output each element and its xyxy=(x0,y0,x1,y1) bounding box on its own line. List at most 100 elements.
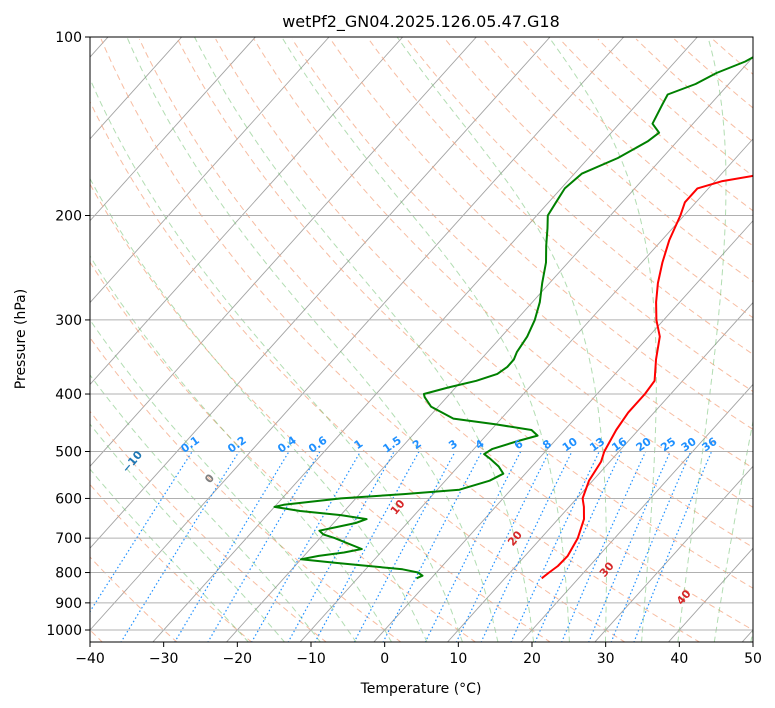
y-tick-label: 300 xyxy=(55,313,82,329)
moist-adiabat-label: 30 xyxy=(597,559,617,579)
dry-adiabat xyxy=(90,336,402,642)
y-tick-label: 400 xyxy=(55,387,82,403)
mixing-ratio-line xyxy=(455,451,550,642)
moist-adiabat xyxy=(90,177,428,642)
x-tick-label: 30 xyxy=(597,651,615,667)
dry-adiabat xyxy=(138,38,753,631)
mixing-ratio-label: 1 xyxy=(352,437,366,452)
isotherm xyxy=(225,56,753,642)
dry-adiabat xyxy=(90,410,327,642)
mixing-ratio-line xyxy=(353,451,456,642)
isotherm xyxy=(667,547,753,642)
dry-adiabat xyxy=(253,38,753,508)
y-tick-label: 1000 xyxy=(46,623,82,639)
moist-adiabat xyxy=(713,419,753,642)
dry-adiabat xyxy=(368,38,753,393)
isotherm xyxy=(90,37,404,386)
dry-adiabat xyxy=(597,38,753,177)
dry-adiabat xyxy=(291,38,753,469)
isotherm xyxy=(90,37,183,140)
pressure-grid xyxy=(90,37,753,631)
y-tick-label: 900 xyxy=(55,596,82,612)
isotherm xyxy=(90,37,256,222)
mixing-ratio-label: 2 xyxy=(410,437,424,452)
x-tick-label: −30 xyxy=(149,651,179,667)
isotherm xyxy=(299,138,753,642)
x-tick-label: −10 xyxy=(296,651,326,667)
mixing-ratio-label: 3 xyxy=(446,437,460,452)
isotherm xyxy=(152,37,698,642)
moist-adiabat xyxy=(90,423,286,642)
mixing-ratio-line xyxy=(287,451,395,642)
x-axis: −40 −30 −20 −10 0 10 20 30 40 50 xyxy=(75,642,762,667)
x-tick-label: 50 xyxy=(744,651,762,667)
x-tick-label: −20 xyxy=(223,651,253,667)
x-tick-label: 0 xyxy=(380,651,389,667)
moist-adiabat xyxy=(90,319,357,642)
moist-adiabat-label: 20 xyxy=(505,528,525,548)
isotherm xyxy=(594,465,753,642)
plot-frame xyxy=(89,36,754,643)
dry-adiabat xyxy=(90,483,253,642)
moist-adiabat xyxy=(194,37,535,642)
mixing-ratio-line xyxy=(314,451,420,642)
y-tick-label: 600 xyxy=(55,491,82,507)
dry-adiabat xyxy=(90,261,477,642)
dry-adiabat xyxy=(406,38,753,355)
mixing-ratio-label: 0.1 xyxy=(178,434,201,456)
moist-adiabat xyxy=(90,255,393,642)
temperature-profile xyxy=(541,174,753,580)
moist-adiabat xyxy=(677,37,727,642)
y-tick-label: 800 xyxy=(55,566,82,582)
dry-adiabat xyxy=(712,38,753,75)
mixing-ratio-label: 1.5 xyxy=(380,434,403,456)
dry-adiabat-label: −10 xyxy=(119,448,145,475)
moist-adiabat xyxy=(126,37,499,642)
y-axis-label: Pressure (hPa) xyxy=(13,289,29,389)
mixing-ratio-line xyxy=(480,451,573,642)
y-tick-label: 500 xyxy=(55,444,82,460)
x-tick-label: 20 xyxy=(523,651,541,667)
dry-adiabat xyxy=(559,38,753,212)
isotherm xyxy=(90,37,625,631)
mixing-ratio-line xyxy=(588,451,671,642)
dry-adiabat xyxy=(329,38,753,430)
profile-series xyxy=(273,56,753,580)
mixing-ratio-line xyxy=(610,451,692,642)
mixing-ratio-label: 0.4 xyxy=(275,434,299,456)
isotherm xyxy=(741,629,753,642)
mixing-ratio-line xyxy=(90,451,193,613)
isotherm xyxy=(520,383,753,642)
y-tick-label: 100 xyxy=(55,30,82,46)
moist-adiabat xyxy=(396,37,607,642)
dry-adiabat xyxy=(444,38,753,319)
x-tick-label: 40 xyxy=(670,651,688,667)
isotherm xyxy=(90,37,330,304)
x-axis-label: Temperature (°C) xyxy=(360,681,482,697)
mixing-ratio-label: 0.6 xyxy=(306,434,330,456)
isotherm xyxy=(90,37,551,549)
moist-adiabat-label: 10 xyxy=(388,497,408,517)
isotherm xyxy=(446,301,753,642)
isotherm xyxy=(373,220,753,642)
dry-adiabat xyxy=(215,38,753,548)
mixing-ratio-line xyxy=(251,451,362,642)
dry-adiabat xyxy=(635,38,753,143)
mixing-ratio-line xyxy=(534,451,622,642)
background-lines xyxy=(90,37,753,642)
moist-adiabat xyxy=(548,37,657,642)
moist-adiabat xyxy=(281,37,570,642)
mixing-ratio-line xyxy=(424,451,522,642)
dry-adiabat xyxy=(100,38,701,642)
dry-adiabat xyxy=(177,38,753,589)
mixing-ratio-line xyxy=(174,451,290,642)
x-tick-label: 10 xyxy=(449,651,467,667)
dry-adiabat-label: −20 xyxy=(25,405,51,432)
moist-adiabat xyxy=(90,374,321,642)
isotherm xyxy=(90,37,477,467)
chart-title: wetPf2_GN04.2025.126.05.47.G18 xyxy=(282,12,560,32)
moist-adiabat-label: 40 xyxy=(674,587,694,607)
dry-adiabat xyxy=(90,100,626,642)
dewpoint-profile xyxy=(273,56,753,580)
